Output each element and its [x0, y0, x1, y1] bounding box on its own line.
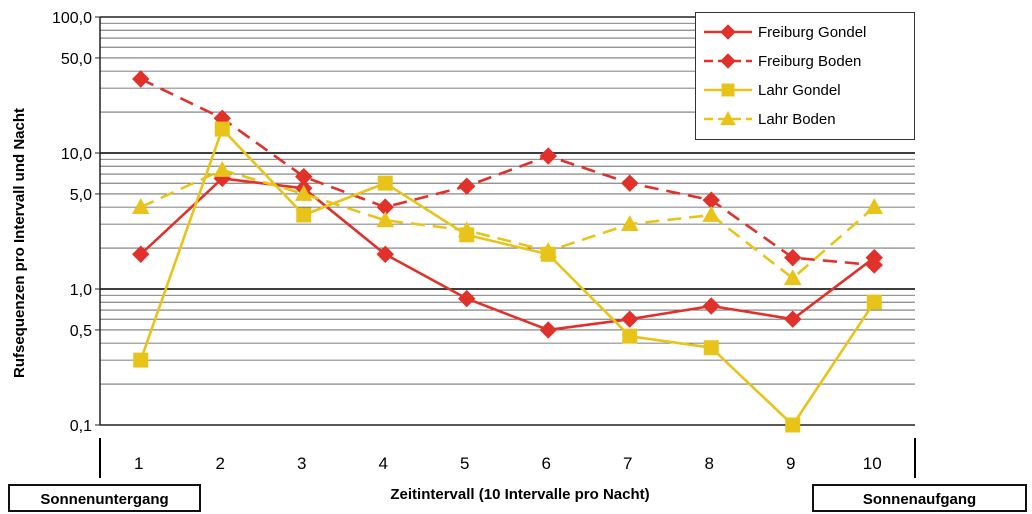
legend-item: Freiburg Gondel — [696, 21, 916, 45]
x-tick-label: 8 — [705, 454, 714, 473]
legend-label: Freiburg Gondel — [758, 24, 867, 41]
x-axis-ticks: 1 2 3 4 5 6 7 8 9 10 — [99, 438, 916, 478]
x-tick-label: 5 — [460, 454, 469, 473]
legend-item: Lahr Boden — [696, 108, 916, 132]
data-point — [784, 248, 802, 267]
y-tick-label: 0,5 — [70, 323, 92, 340]
series-lahr-gondel — [133, 121, 882, 433]
y-axis-ticks: 0,1 0,5 1,0 5,0 10,0 50,0 100,0 — [52, 10, 100, 435]
data-point — [458, 177, 476, 195]
data-point — [702, 297, 720, 315]
data-point — [866, 294, 882, 310]
sunrise-label: Sonnenaufgang — [812, 484, 1027, 512]
data-point — [622, 328, 638, 344]
legend-item: Lahr Gondel — [696, 79, 916, 103]
data-point — [865, 198, 884, 215]
data-point — [132, 245, 150, 263]
data-point — [783, 269, 802, 286]
legend-label: Freiburg Boden — [758, 53, 862, 70]
series-line — [139, 177, 876, 332]
x-tick-label: 10 — [863, 454, 882, 473]
series-group — [131, 70, 884, 433]
y-tick-label: 0,1 — [70, 418, 92, 435]
data-point — [376, 211, 395, 228]
legend-swatch — [704, 53, 752, 69]
series-lahr-boden — [131, 160, 884, 286]
legend-swatch — [704, 110, 752, 126]
series-freiburg-gondel — [132, 169, 883, 339]
x-tick-label: 9 — [786, 454, 795, 473]
data-point — [213, 160, 232, 177]
data-point — [702, 191, 720, 209]
data-point — [539, 242, 558, 258]
data-point — [784, 310, 802, 328]
y-tick-label: 5,0 — [70, 187, 92, 204]
data-point — [785, 417, 801, 433]
legend-item: Freiburg Boden — [696, 50, 916, 74]
data-point — [539, 147, 557, 165]
data-point — [703, 340, 719, 356]
series-line — [140, 168, 876, 280]
data-point — [376, 245, 394, 263]
legend-swatch — [704, 24, 752, 40]
x-tick-label: 3 — [297, 454, 306, 473]
data-point — [296, 207, 312, 223]
data-point — [132, 70, 150, 88]
x-tick-label: 6 — [542, 454, 551, 473]
x-tick-label: 4 — [379, 454, 388, 473]
x-tick-label: 7 — [623, 454, 632, 473]
data-point — [539, 321, 557, 339]
y-tick-label: 10,0 — [61, 146, 92, 163]
data-point — [621, 310, 639, 328]
data-point — [620, 215, 639, 232]
legend-swatch — [704, 83, 752, 97]
data-point — [131, 198, 150, 215]
data-point — [621, 174, 639, 192]
data-point — [214, 121, 230, 137]
y-tick-label: 1,0 — [70, 282, 92, 299]
data-point — [458, 289, 476, 308]
legend-label: Lahr Gondel — [758, 82, 841, 99]
y-axis-label: Rufsequenzen pro Intervall und Nacht — [11, 108, 28, 378]
data-point — [702, 205, 721, 222]
data-point — [295, 167, 313, 186]
data-point — [133, 352, 149, 368]
series-line — [140, 77, 875, 267]
y-tick-label: 100,0 — [52, 10, 92, 27]
data-point — [865, 256, 883, 274]
sunset-label: Sonnenuntergang — [8, 484, 201, 512]
series-line — [139, 127, 876, 427]
x-tick-label: 2 — [216, 454, 225, 473]
x-axis-label: Zeitintervall (10 Intervalle pro Nacht) — [390, 486, 650, 503]
x-tick-label: 1 — [134, 454, 143, 473]
data-point — [377, 175, 393, 191]
y-tick-label: 50,0 — [61, 51, 92, 68]
series-freiburg-boden — [132, 70, 883, 274]
data-point — [457, 221, 476, 238]
data-point — [294, 184, 313, 201]
chart-legend: Freiburg Gondel Freiburg Boden Lahr Gondel… — [695, 12, 915, 140]
legend-label: Lahr Boden — [758, 111, 836, 128]
